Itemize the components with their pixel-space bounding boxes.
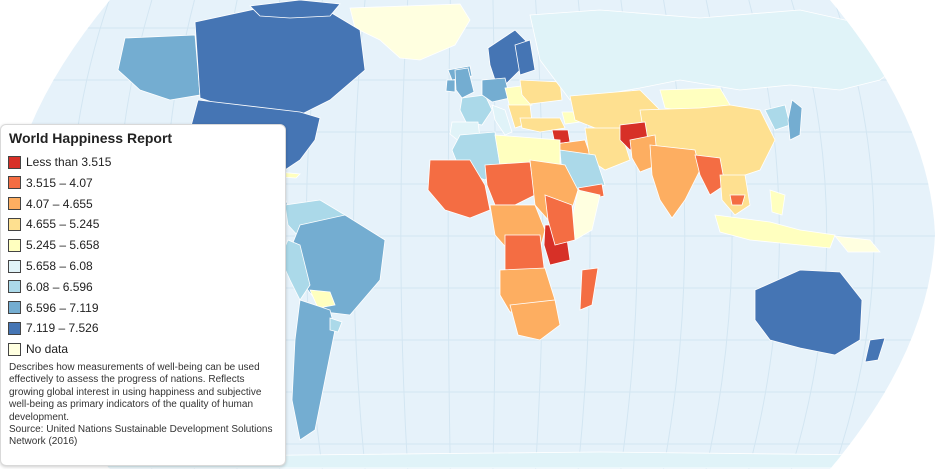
legend-item[interactable]: 4.655 – 5.245: [8, 216, 99, 232]
country-madagascar[interactable]: [579, 267, 599, 311]
legend-panel: World Happiness Report Less than 3.515 3.…: [0, 124, 286, 466]
legend-description: Describes how measurements of well-being…: [9, 362, 262, 423]
country-australia[interactable]: [754, 269, 863, 356]
legend-swatch: [8, 217, 21, 231]
country-indonesia-malaysia[interactable]: [714, 214, 836, 249]
country-papua[interactable]: [834, 235, 881, 253]
country-greenland[interactable]: [349, 3, 471, 61]
legend-label: 3.515 – 4.07: [26, 175, 93, 190]
legend-swatch: [8, 321, 21, 335]
country-united-kingdom[interactable]: [454, 67, 475, 99]
legend-label: Less than 3.515: [26, 155, 112, 169]
legend-swatch: [8, 155, 21, 169]
legend-item[interactable]: No data: [8, 341, 68, 357]
country-bangladesh-myanmar[interactable]: [694, 154, 726, 196]
legend-swatch: [8, 197, 21, 211]
legend-item[interactable]: 7.119 – 7.526: [8, 320, 99, 336]
country-russia[interactable]: [529, 9, 906, 101]
legend-item[interactable]: Less than 3.515: [8, 154, 111, 170]
legend-label: 6.08 – 6.596: [26, 279, 93, 294]
legend-title: World Happiness Report: [9, 130, 173, 146]
legend-swatch: [8, 238, 21, 252]
country-uruguay[interactable]: [329, 317, 343, 333]
legend-swatch: [8, 176, 21, 190]
country-canada-arctic-islands[interactable]: [249, 0, 341, 19]
legend-item[interactable]: 6.08 – 6.596: [8, 279, 93, 295]
country-cambodia[interactable]: [729, 194, 746, 206]
legend-swatch: [8, 259, 21, 273]
legend-label: 5.658 – 6.08: [26, 259, 93, 273]
country-italy[interactable]: [491, 104, 513, 136]
legend-label: 7.119 – 7.526: [26, 321, 99, 336]
legend-item[interactable]: 5.658 – 6.08: [8, 258, 93, 274]
country-paraguay[interactable]: [309, 289, 336, 309]
legend-swatch: [8, 280, 21, 294]
legend-source: Source: United Nations Sustainable Devel…: [9, 424, 273, 448]
meridian-line: [400, 0, 409, 469]
country-west-africa[interactable]: [427, 159, 491, 219]
legend-label: No data: [26, 342, 69, 357]
legend-description-block: Describes how measurements of well-being…: [9, 362, 281, 449]
country-germany-benelux[interactable]: [481, 77, 511, 103]
country-philippines[interactable]: [769, 189, 786, 216]
country-sahel-central[interactable]: [484, 161, 536, 206]
country-finland[interactable]: [514, 39, 536, 76]
legend-item[interactable]: 6.596 – 7.119: [8, 300, 99, 316]
country-southern-africa[interactable]: [509, 299, 561, 341]
country-ireland[interactable]: [445, 79, 456, 93]
country-ukraine-belarus[interactable]: [519, 79, 563, 105]
legend-swatch: [8, 301, 21, 315]
meridian-line: [447, 0, 451, 469]
country-new-zealand[interactable]: [864, 337, 886, 363]
country-india[interactable]: [649, 144, 701, 219]
country-argentina[interactable]: [291, 299, 336, 441]
legend-item[interactable]: 4.07 – 4.655: [8, 196, 93, 212]
legend-item[interactable]: 5.245 – 5.658: [8, 237, 99, 253]
legend-label: 4.07 – 4.655: [26, 196, 93, 211]
legend-swatch: [8, 342, 21, 356]
legend-label: 4.655 – 5.245: [26, 217, 100, 232]
country-japan[interactable]: [787, 99, 803, 141]
legend-label: 5.245 – 5.658: [26, 238, 100, 253]
country-tanzania-kenya[interactable]: [544, 194, 576, 246]
country-alaska[interactable]: [117, 34, 201, 101]
legend-label: 6.596 – 7.119: [26, 300, 99, 315]
legend-item[interactable]: 3.515 – 4.07: [8, 175, 93, 191]
